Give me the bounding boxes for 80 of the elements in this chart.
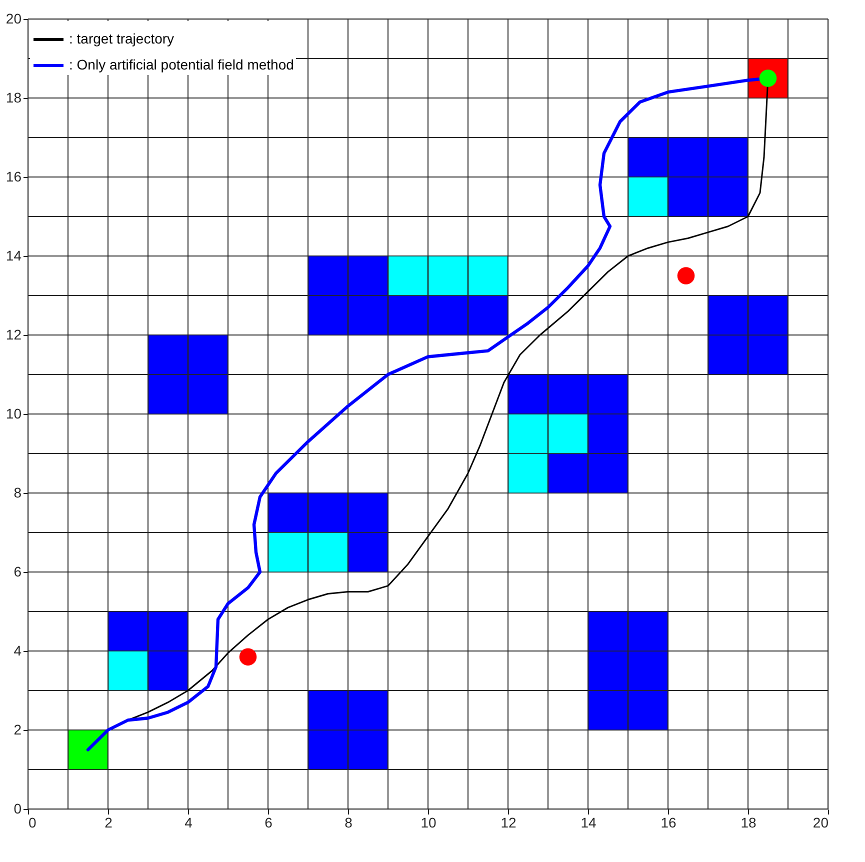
point: [708, 137, 748, 178]
y-tick-label: 6: [14, 564, 22, 580]
point: [148, 611, 188, 652]
point: [388, 256, 428, 296]
point: [348, 256, 388, 296]
point: [548, 414, 588, 454]
point: [348, 730, 388, 770]
point: [188, 334, 228, 375]
y-tick-label: 8: [14, 484, 22, 500]
point: [308, 256, 348, 296]
point: [548, 374, 588, 414]
y-tick-label: 12: [6, 326, 22, 342]
x-tick-label: 16: [660, 814, 676, 830]
point: [677, 267, 695, 284]
point: [588, 374, 628, 414]
y-tick-label: 2: [14, 722, 22, 738]
point: [588, 690, 628, 730]
point: [148, 334, 188, 375]
point: [348, 690, 388, 730]
point: [748, 295, 788, 336]
point: [388, 295, 428, 336]
x-tick-label: 4: [184, 814, 193, 830]
point: [588, 414, 628, 454]
y-tick-label: 0: [14, 800, 22, 816]
y-tick-label: 14: [6, 248, 22, 264]
point: [308, 532, 348, 572]
x-tick-label: 10: [420, 814, 436, 830]
point: [628, 690, 668, 730]
point: [268, 492, 308, 533]
point: [668, 176, 708, 217]
point: [308, 690, 348, 730]
point: [548, 453, 588, 494]
point: [628, 611, 668, 652]
point: [708, 334, 748, 375]
point: [748, 334, 788, 375]
point: [239, 648, 257, 666]
x-tick-label: 20: [812, 814, 829, 830]
point: [468, 256, 508, 296]
point: [428, 295, 468, 336]
legend-label: : target trajectory: [69, 30, 174, 46]
y-tick-label: 4: [14, 642, 22, 658]
point: [428, 256, 468, 296]
point: [348, 532, 388, 572]
x-tick-label: 14: [580, 814, 596, 830]
point: [508, 374, 548, 414]
point: [708, 176, 748, 217]
x-tick-label: 12: [500, 814, 516, 830]
x-tick-label: 8: [344, 814, 353, 830]
point: [268, 532, 308, 572]
point: [588, 611, 628, 652]
x-tick-label: 6: [264, 814, 273, 830]
point: [628, 137, 668, 178]
x-tick-label: 2: [104, 814, 113, 830]
point: [108, 650, 148, 691]
point: [468, 295, 508, 336]
y-tick-label: 18: [6, 90, 22, 106]
point: [148, 374, 188, 414]
point: [508, 414, 548, 454]
point: [588, 650, 628, 691]
point: [348, 295, 388, 336]
point: [668, 137, 708, 178]
y-tick-label: 20: [6, 10, 22, 26]
point: [308, 492, 348, 533]
x-tick-label: 18: [740, 814, 756, 830]
point: [708, 295, 748, 336]
x-tick-label: 0: [28, 814, 36, 830]
point: [588, 453, 628, 494]
point: [308, 730, 348, 770]
y-tick-label: 16: [6, 168, 22, 184]
point: [108, 611, 148, 652]
legend-label: : Only artificial potential field method: [69, 56, 294, 72]
y-tick-label: 10: [6, 406, 22, 422]
point: [308, 295, 348, 336]
point: [188, 374, 228, 414]
point: [628, 176, 668, 217]
point: [68, 730, 108, 770]
point: [508, 453, 548, 494]
point: [148, 650, 188, 691]
point: [628, 650, 668, 691]
point: [348, 492, 388, 533]
